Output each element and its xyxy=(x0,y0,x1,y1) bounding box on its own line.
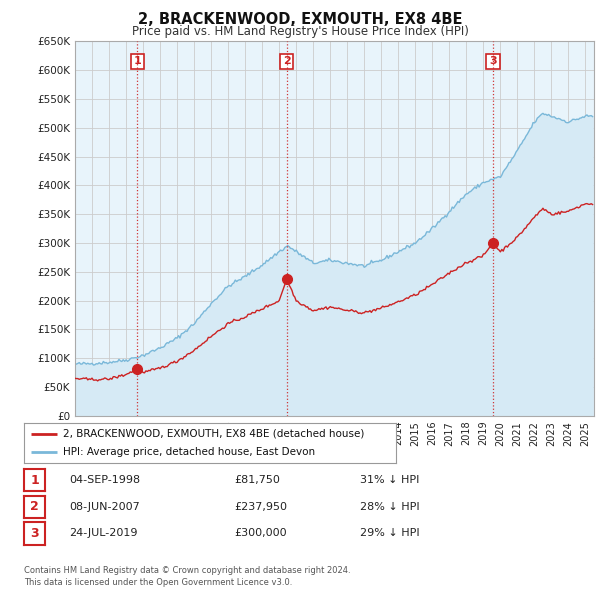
Text: 28% ↓ HPI: 28% ↓ HPI xyxy=(360,502,419,512)
Text: 29% ↓ HPI: 29% ↓ HPI xyxy=(360,529,419,538)
Text: £81,750: £81,750 xyxy=(234,476,280,485)
Text: 2, BRACKENWOOD, EXMOUTH, EX8 4BE: 2, BRACKENWOOD, EXMOUTH, EX8 4BE xyxy=(138,12,462,27)
Text: HPI: Average price, detached house, East Devon: HPI: Average price, detached house, East… xyxy=(63,447,315,457)
Text: £237,950: £237,950 xyxy=(234,502,287,512)
Text: 2, BRACKENWOOD, EXMOUTH, EX8 4BE (detached house): 2, BRACKENWOOD, EXMOUTH, EX8 4BE (detach… xyxy=(63,429,364,439)
Text: 3: 3 xyxy=(489,57,497,67)
Text: 04-SEP-1998: 04-SEP-1998 xyxy=(69,476,140,485)
Text: £300,000: £300,000 xyxy=(234,529,287,538)
Text: 24-JUL-2019: 24-JUL-2019 xyxy=(69,529,137,538)
Text: 08-JUN-2007: 08-JUN-2007 xyxy=(69,502,140,512)
Text: Price paid vs. HM Land Registry's House Price Index (HPI): Price paid vs. HM Land Registry's House … xyxy=(131,25,469,38)
Text: 1: 1 xyxy=(134,57,142,67)
Text: 31% ↓ HPI: 31% ↓ HPI xyxy=(360,476,419,485)
Text: Contains HM Land Registry data © Crown copyright and database right 2024.
This d: Contains HM Land Registry data © Crown c… xyxy=(24,566,350,587)
Text: 2: 2 xyxy=(283,57,290,67)
Text: 1: 1 xyxy=(30,474,39,487)
Text: 3: 3 xyxy=(30,527,39,540)
Text: 2: 2 xyxy=(30,500,39,513)
